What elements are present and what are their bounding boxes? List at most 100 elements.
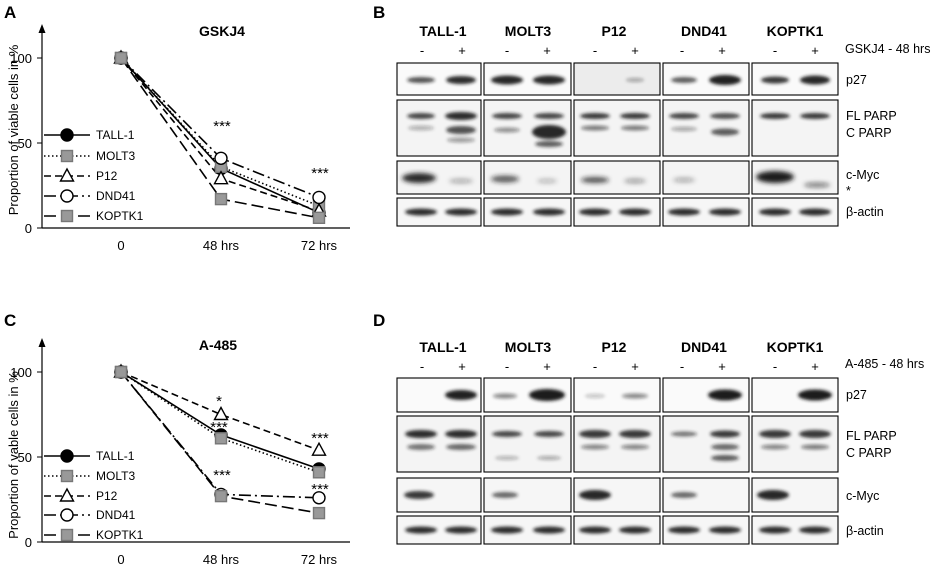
- panel-c-legend-dnd41: DND41: [96, 508, 136, 522]
- panel-a-ytick-label-50: 50: [18, 136, 32, 151]
- panel-c-point-molt3-1: [214, 432, 228, 445]
- panel-c-point-molt3-2: [312, 466, 326, 479]
- panel-a-y-axis-label: Proportion of viable cells in %: [6, 44, 21, 215]
- panel-c-significance-tall1-48h: ***: [210, 419, 228, 436]
- panel-b-band-label-asterisk: *: [846, 184, 851, 198]
- panel-d-minus-dnd41: -: [680, 359, 684, 374]
- panel-a-line-molt3: [120, 57, 320, 207]
- panel-b-cell-line-dnd41: DND41: [681, 23, 727, 39]
- panel-b-band-label-c-parp: C PARP: [846, 126, 892, 140]
- panel-c-title: A-485: [199, 337, 237, 353]
- panel-c-line-molt3: [120, 371, 320, 474]
- panel-d-cell-line-koptk1: KOPTK1: [767, 339, 824, 355]
- panel-b-cell-line-tall1: TALL-1: [419, 23, 466, 39]
- panel-d-cell-line-dnd41: DND41: [681, 339, 727, 355]
- panel-c-point-p12-1: [213, 406, 229, 421]
- panel-b-row-parp: FL PARP C PARP: [396, 99, 897, 157]
- panel-a-y-axis-arrow: [38, 24, 46, 33]
- panel-d-row-parp: FL PARP C PARP: [396, 415, 897, 473]
- panel-b-band-label-beta-actin: β-actin: [846, 205, 884, 219]
- panel-b-treatment-label: GSKJ4 - 48 hrs: [845, 42, 930, 56]
- panel-a-legend-tall1: TALL-1: [96, 128, 135, 142]
- panel-a-legend-marker-koptk1: [60, 209, 74, 223]
- panel-a-point-koptk1-2: [312, 211, 326, 225]
- panel-c-point-koptk1-2: [312, 506, 326, 520]
- panel-c-legend-p12: P12: [96, 489, 118, 503]
- panel-c-xtick-label-48: 48 hrs: [203, 552, 240, 567]
- panel-c-legend-marker-molt3: [60, 469, 74, 483]
- panel-b-minus-dnd41: -: [680, 43, 684, 58]
- panel-b-minus-molt3: -: [505, 43, 509, 58]
- panel-a-point-dnd41-2: [312, 190, 326, 205]
- panel-d-cell-line-p12: P12: [602, 339, 627, 355]
- panel-a-point-koptk1-1: [214, 192, 228, 206]
- panel-b-minus-p12: -: [593, 43, 597, 58]
- panel-a-xtick-label-48: 48 hrs: [203, 238, 240, 253]
- panel-c-y-axis-arrow: [38, 338, 46, 347]
- panel-c-significance-dnd41-72h: ***: [311, 481, 329, 498]
- panel-b-band-label-cmyc: c-Myc: [846, 168, 879, 182]
- panel-d-plus-koptk1: +: [811, 359, 819, 374]
- panel-b-plus-tall1: +: [458, 43, 466, 58]
- panel-c-ytick-label-100: 100: [10, 365, 32, 380]
- panel-d-band-label-fl-parp: FL PARP: [846, 429, 897, 443]
- panel-b-plus-p12: +: [631, 43, 639, 58]
- panel-d-minus-p12: -: [593, 359, 597, 374]
- panel-a-legend: TALL-1 MOLT3 P12 DND41 KOPTK1: [44, 128, 144, 223]
- panel-c-legend-marker-p12: [59, 487, 75, 502]
- panel-c-legend-marker-tall1: [60, 449, 74, 463]
- panel-b-plus-dnd41: +: [718, 43, 726, 58]
- panel-a-xtick-label-72: 72 hrs: [301, 238, 338, 253]
- panel-c-legend-tall1: TALL-1: [96, 449, 135, 463]
- panel-b-western-blot: B TALL-1 MOLT3 P12 DND41 KOPTK1 - + - + …: [373, 3, 930, 227]
- panel-a-xtick-label-0: 0: [117, 238, 124, 253]
- panel-a-legend-dnd41: DND41: [96, 189, 136, 203]
- panel-b-band-label-fl-parp: FL PARP: [846, 109, 897, 123]
- panel-a-point-koptk1-0: [114, 51, 128, 65]
- panel-d-letter: D: [373, 311, 385, 330]
- panel-a-point-dnd41-1: [214, 151, 228, 166]
- panel-a-legend-molt3: MOLT3: [96, 149, 135, 163]
- panel-d-plus-p12: +: [631, 359, 639, 374]
- panel-b-cell-line-koptk1: KOPTK1: [767, 23, 824, 39]
- panel-b-minus-koptk1: -: [773, 43, 777, 58]
- panel-c-legend-koptk1: KOPTK1: [96, 528, 144, 542]
- panel-d-plus-dnd41: +: [718, 359, 726, 374]
- panel-d-band-label-beta-actin: β-actin: [846, 524, 884, 538]
- panel-b-cell-line-molt3: MOLT3: [505, 23, 552, 39]
- panel-a-line-tall1: [120, 57, 320, 214]
- panel-a-legend-marker-tall1: [60, 128, 74, 142]
- panel-b-plus-koptk1: +: [811, 43, 819, 58]
- panel-c-series: [113, 363, 327, 520]
- panel-a-legend-marker-p12: [59, 167, 75, 182]
- panel-d-cell-line-molt3: MOLT3: [505, 339, 552, 355]
- panel-d-western-blot: D TALL-1 MOLT3 P12 DND41 KOPTK1 - + - + …: [373, 311, 924, 545]
- panel-c-xtick-label-0: 0: [117, 552, 124, 567]
- panel-a-ytick-label-0: 0: [25, 221, 32, 236]
- panel-d-minus-tall1: -: [420, 359, 424, 374]
- panel-a-title: GSKJ4: [199, 23, 245, 39]
- panel-c-point-koptk1-1: [214, 489, 228, 503]
- panel-b-row-cmyc: c-Myc *: [396, 160, 879, 198]
- panel-c-line-p12: [120, 371, 320, 451]
- panel-a-point-p12-1: [213, 170, 229, 185]
- panel-c-legend-molt3: MOLT3: [96, 469, 135, 483]
- panel-b-letter: B: [373, 3, 385, 22]
- panel-d-plus-molt3: +: [543, 359, 551, 374]
- panel-c-xtick-label-72: 72 hrs: [301, 552, 338, 567]
- panel-d-minus-koptk1: -: [773, 359, 777, 374]
- panel-a-ytick-label-100: 100: [10, 51, 32, 66]
- panel-d-treatment-label: A-485 - 48 hrs: [845, 357, 924, 371]
- panel-d-row-p27: p27: [396, 377, 867, 413]
- panel-c-letter: C: [4, 311, 16, 330]
- panel-b-band-label-p27: p27: [846, 73, 867, 87]
- panel-b-cell-line-p12: P12: [602, 23, 627, 39]
- panel-d-minus-molt3: -: [505, 359, 509, 374]
- panel-a-line-chart: A GSKJ4 Proportion of viable cells in % …: [4, 3, 350, 253]
- panel-d-band-label-cmyc: c-Myc: [846, 489, 879, 503]
- panel-c-point-dnd41-2: [312, 491, 326, 505]
- panel-c-significance-p12-72h: ***: [311, 430, 329, 447]
- panel-d-plus-tall1: +: [458, 359, 466, 374]
- panel-d-cell-line-tall1: TALL-1: [419, 339, 466, 355]
